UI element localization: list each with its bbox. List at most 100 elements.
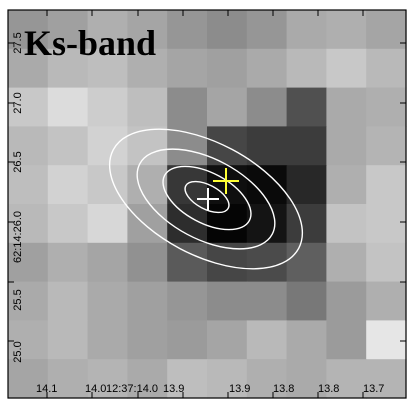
image-pixel xyxy=(246,87,288,127)
image-pixel xyxy=(207,320,248,360)
image-pixel xyxy=(246,126,288,166)
image-pixel xyxy=(366,281,407,321)
image-pixel xyxy=(286,87,327,127)
x-tick-label: 13.8 xyxy=(318,383,339,395)
image-pixel xyxy=(87,204,128,244)
x-tick-label: 14.1 xyxy=(36,383,57,395)
image-pixel xyxy=(286,10,327,50)
image-pixel xyxy=(326,10,367,50)
contour-mid xyxy=(136,148,276,250)
image-pixel xyxy=(207,281,248,321)
x-tick-label: 13.9 xyxy=(163,383,184,395)
image-pixel xyxy=(8,204,49,244)
axis-ticks xyxy=(8,10,406,398)
image-pixel xyxy=(87,320,128,360)
image-pixel xyxy=(8,359,49,399)
image-pixel xyxy=(326,126,367,166)
x-tick-labels: 14.1 14.0 12:37:14.0 13.9 13.9 13.8 13.8… xyxy=(36,383,384,395)
contours xyxy=(108,128,304,270)
image-pixel xyxy=(167,204,208,244)
image-pixel xyxy=(366,126,407,166)
image-pixel xyxy=(366,204,407,244)
image-pixel xyxy=(167,48,208,89)
image-pixel xyxy=(87,242,128,283)
pixel-grid xyxy=(8,10,407,399)
image-pixel xyxy=(8,87,49,127)
image-pixel xyxy=(167,242,208,283)
image-pixel xyxy=(47,242,89,283)
image-pixel xyxy=(366,242,407,283)
image-pixel xyxy=(207,10,248,50)
image-pixel xyxy=(326,359,367,399)
image-pixel xyxy=(167,281,208,321)
image-pixel xyxy=(326,281,367,321)
x-tick-label: 12:37:14.0 xyxy=(106,383,158,395)
image-pixel xyxy=(246,10,288,50)
image-pixel xyxy=(127,165,168,205)
image-pixel xyxy=(8,242,49,283)
image-pixel xyxy=(366,359,407,399)
image-pixel xyxy=(326,165,367,205)
image-pixel xyxy=(47,359,89,399)
image-pixel xyxy=(47,48,89,89)
image-pixel xyxy=(246,48,288,89)
image-pixel xyxy=(47,320,89,360)
image-pixel xyxy=(127,242,168,283)
image-pixel xyxy=(8,165,49,205)
image-pixel xyxy=(366,48,407,89)
image-pixel xyxy=(286,281,327,321)
yellow-cross-marker xyxy=(213,168,239,194)
image-pixel xyxy=(87,281,128,321)
x-tick-label: 13.9 xyxy=(229,383,250,395)
image-pixel xyxy=(326,87,367,127)
image-pixel xyxy=(246,359,288,399)
image-pixel xyxy=(326,242,367,283)
image-pixel xyxy=(8,48,49,89)
y-tick-label: 27.0 xyxy=(12,92,24,113)
image-pixel xyxy=(167,87,208,127)
image-pixel xyxy=(87,359,128,399)
image-pixel xyxy=(127,10,168,50)
image-pixel xyxy=(47,281,89,321)
y-tick-label: 27.5 xyxy=(12,32,24,53)
image-pixel xyxy=(246,281,288,321)
image-pixel xyxy=(8,126,49,166)
contour-core xyxy=(184,180,230,214)
image-pixel xyxy=(47,87,89,127)
image-pixel xyxy=(87,87,128,127)
image-pixel xyxy=(207,48,248,89)
image-pixel xyxy=(127,126,168,166)
image-pixel xyxy=(207,126,248,166)
image-pixel xyxy=(326,204,367,244)
image-pixel xyxy=(87,126,128,166)
image-pixel xyxy=(326,320,367,360)
image-pixel xyxy=(167,320,208,360)
y-tick-label: 62:14:26.0 xyxy=(12,211,24,263)
image-pixel xyxy=(286,320,327,360)
image-pixel xyxy=(127,320,168,360)
contour-outer xyxy=(108,128,304,270)
x-tick-label: 14.0 xyxy=(85,383,106,395)
contour-inner xyxy=(162,165,252,231)
image-pixel xyxy=(286,204,327,244)
image-pixel xyxy=(366,165,407,205)
y-tick-label: 25.0 xyxy=(12,341,24,362)
image-pixel xyxy=(207,87,248,127)
image-pixel xyxy=(87,48,128,89)
x-tick-label: 13.7 xyxy=(363,383,384,395)
image-pixel xyxy=(47,165,89,205)
image-pixel xyxy=(286,242,327,283)
image-pixel xyxy=(8,281,49,321)
x-tick-label: 13.8 xyxy=(273,383,294,395)
image-pixel xyxy=(8,320,49,360)
image-pixel xyxy=(127,48,168,89)
image-pixel xyxy=(8,10,49,50)
image-pixel xyxy=(87,10,128,50)
image-pixel xyxy=(246,204,288,244)
image-pixel xyxy=(326,48,367,89)
image-pixel xyxy=(47,126,89,166)
image-pixel xyxy=(207,359,248,399)
image-pixel xyxy=(167,10,208,50)
image-pixel xyxy=(366,320,407,360)
image-pixel xyxy=(286,48,327,89)
